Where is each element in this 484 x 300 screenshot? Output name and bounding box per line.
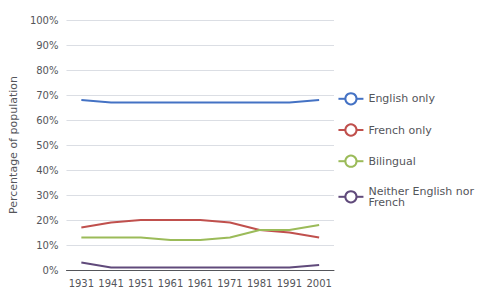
svg-text:French: French	[368, 196, 405, 209]
svg-text:1961: 1961	[158, 278, 183, 289]
svg-text:Percentage of population: Percentage of population	[7, 76, 20, 214]
svg-text:20%: 20%	[36, 215, 58, 226]
svg-text:90%: 90%	[36, 40, 58, 51]
svg-text:1931: 1931	[69, 278, 94, 289]
svg-text:1991: 1991	[277, 278, 302, 289]
svg-text:1961: 1961	[188, 278, 213, 289]
svg-text:100%: 100%	[30, 15, 59, 26]
svg-text:50%: 50%	[36, 140, 58, 151]
svg-text:Bilingual: Bilingual	[368, 155, 415, 168]
svg-text:1951: 1951	[128, 278, 153, 289]
svg-text:1971: 1971	[217, 278, 242, 289]
svg-text:1981: 1981	[247, 278, 272, 289]
svg-text:40%: 40%	[36, 165, 58, 176]
svg-text:French only: French only	[368, 124, 432, 137]
svg-text:10%: 10%	[36, 240, 58, 251]
svg-text:1941: 1941	[98, 278, 123, 289]
svg-text:30%: 30%	[36, 190, 58, 201]
svg-text:0%: 0%	[43, 265, 59, 276]
svg-text:80%: 80%	[36, 65, 58, 76]
svg-text:Neither English nor: Neither English nor	[368, 184, 474, 198]
svg-text:70%: 70%	[36, 90, 58, 101]
svg-text:60%: 60%	[36, 115, 58, 126]
svg-text:English only: English only	[368, 92, 435, 105]
svg-text:2001: 2001	[306, 278, 331, 289]
